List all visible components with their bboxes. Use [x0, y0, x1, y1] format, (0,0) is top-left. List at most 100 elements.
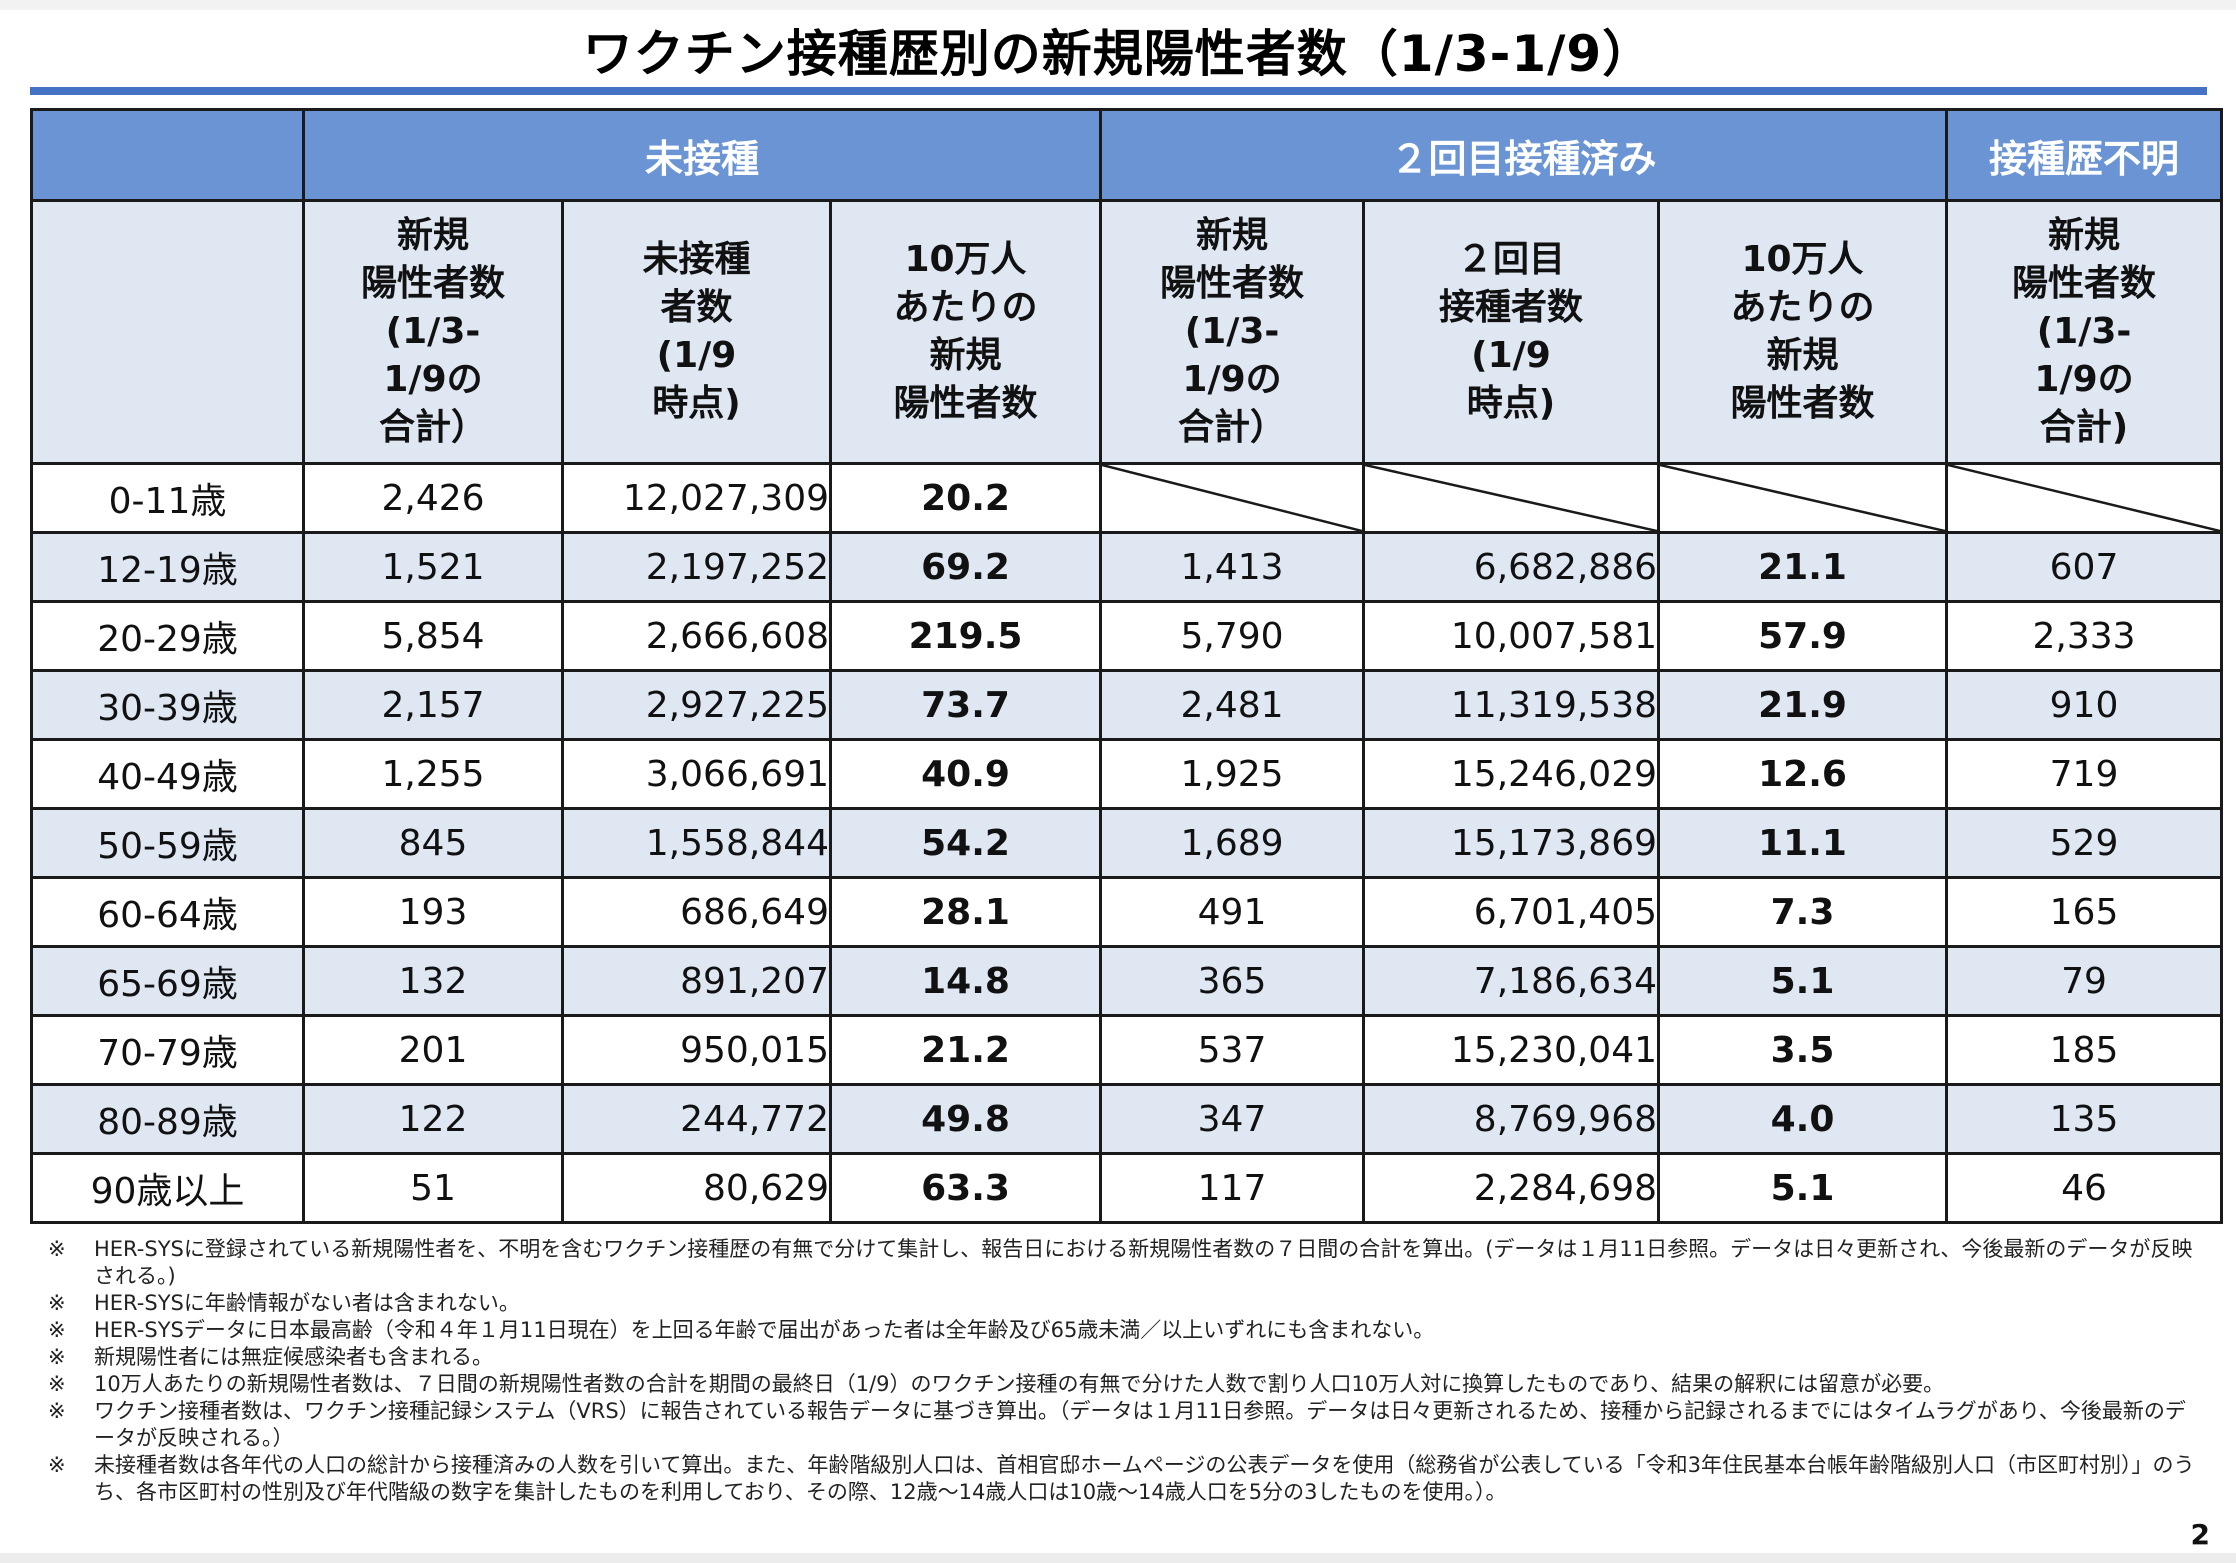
unvaccinated-population-cell: 950,015	[561, 1014, 832, 1086]
vaccinated-new-positives-cell: 117	[1099, 1152, 1366, 1224]
age-cell: 0-11歳	[30, 462, 305, 534]
note-mark: ※	[48, 1372, 66, 1396]
vaccinated-rate-cell: 12.6	[1657, 738, 1949, 810]
unknown-new-positives-cell: 607	[1945, 531, 2224, 603]
unvaccinated-rate-cell: 49.8	[828, 1083, 1103, 1155]
unvaccinated-rate-cell: 40.9	[828, 738, 1103, 810]
vaccinated-rate-cell: 21.1	[1657, 531, 1949, 603]
corner-header	[30, 108, 305, 202]
unvaccinated-population-cell: 2,197,252	[561, 531, 832, 603]
group-header-row: 未接種 ２回目接種済み 接種歴不明	[30, 108, 2224, 202]
unvaccinated-new-positives-cell: 132	[302, 945, 564, 1017]
title-underline	[30, 87, 2207, 95]
vaccinated-new-positives-cell: 1,925	[1099, 738, 1366, 810]
vaccinated-new-positives-header: 新規 陽性者数 (1/3- 1/9の 合計）	[1099, 199, 1366, 465]
unknown-new-positives-header: 新規 陽性者数 (1/3- 1/9の 合計)	[1945, 199, 2224, 465]
unvaccinated-rate-cell: 21.2	[828, 1014, 1103, 1086]
age-column-header	[30, 199, 305, 465]
age-cell: 12-19歳	[30, 531, 305, 603]
unvaccinated-new-positives-cell: 193	[302, 876, 564, 948]
vaccinated-rate-cell: 4.0	[1657, 1083, 1949, 1155]
vaccinated-new-positives-cell: 1,689	[1099, 807, 1366, 879]
unvaccinated-population-cell: 686,649	[561, 876, 832, 948]
vaccinated-population-cell: 6,701,405	[1362, 876, 1661, 948]
note-mark: ※	[48, 1291, 66, 1315]
vaccinated-new-positives-cell: 2,481	[1099, 669, 1366, 741]
table-row: 60-64歳 193 686,649 28.1 491 6,701,405 7.…	[30, 876, 2224, 948]
unknown-new-positives-cell: 165	[1945, 876, 2224, 948]
table-row: 20-29歳 5,854 2,666,608 219.5 5,790 10,00…	[30, 600, 2224, 672]
diagonal-slash-icon	[1948, 465, 2220, 531]
unvaccinated-new-positives-cell: 122	[302, 1083, 564, 1155]
unvaccinated-rate-cell: 69.2	[828, 531, 1103, 603]
unvaccinated-population-header: 未接種 者数 (1/9 時点)	[561, 199, 832, 465]
diagonal-slash-icon	[1660, 465, 1945, 531]
page-number: 2	[2190, 1518, 2210, 1551]
footnote-text: HER-SYSに年齢情報がない者は含まれない。	[94, 1291, 520, 1315]
unvaccinated-rate-cell: 73.7	[828, 669, 1103, 741]
vaccinated-new-positives-cell: 537	[1099, 1014, 1366, 1086]
age-cell: 65-69歳	[30, 945, 305, 1017]
age-cell: 50-59歳	[30, 807, 305, 879]
footnote: ※ 新規陽性者には無症候感染者も含まれる。	[48, 1344, 2198, 1371]
unvaccinated-population-cell: 80,629	[561, 1152, 832, 1224]
vaccinated-population-cell: 15,173,869	[1362, 807, 1661, 879]
footnote: ※ ワクチン接種者数は、ワクチン接種記録システム（VRS）に報告されている報告デー…	[48, 1398, 2198, 1452]
table-row: 40-49歳 1,255 3,066,691 40.9 1,925 15,246…	[30, 738, 2224, 810]
table-row: 90歳以上 51 80,629 63.3 117 2,284,698 5.1 4…	[30, 1152, 2224, 1224]
unknown-new-positives-cell: 529	[1945, 807, 2224, 879]
footnote-text: ワクチン接種者数は、ワクチン接種記録システム（VRS）に報告されている報告データ…	[94, 1399, 2186, 1450]
unvaccinated-rate-cell: 14.8	[828, 945, 1103, 1017]
footnote: ※ HER-SYSに登録されている新規陽性者を、不明を含むワクチン接種歴の有無で分…	[48, 1236, 2198, 1290]
not-applicable-cell	[1657, 462, 1949, 534]
unknown-new-positives-cell: 719	[1945, 738, 2224, 810]
vaccinated-rate-cell: 5.1	[1657, 1152, 1949, 1224]
not-applicable-cell	[1362, 462, 1661, 534]
note-mark: ※	[48, 1237, 66, 1261]
age-cell: 70-79歳	[30, 1014, 305, 1086]
table-row: 80-89歳 122 244,772 49.8 347 8,769,968 4.…	[30, 1083, 2224, 1155]
group-unknown: 接種歴不明	[1945, 108, 2224, 202]
unvaccinated-population-cell: 2,927,225	[561, 669, 832, 741]
vaccinated-rate-cell: 3.5	[1657, 1014, 1949, 1086]
age-cell: 20-29歳	[30, 600, 305, 672]
vaccinated-population-cell: 8,769,968	[1362, 1083, 1661, 1155]
vaccinated-rate-cell: 7.3	[1657, 876, 1949, 948]
table-row: 30-39歳 2,157 2,927,225 73.7 2,481 11,319…	[30, 669, 2224, 741]
vaccinated-population-cell: 11,319,538	[1362, 669, 1661, 741]
vaccinated-population-cell: 15,246,029	[1362, 738, 1661, 810]
table-row: 0-11歳 2,426 12,027,309 20.2	[30, 462, 2224, 534]
unvaccinated-new-positives-cell: 5,854	[302, 600, 564, 672]
vaccinated-rate-cell: 57.9	[1657, 600, 1949, 672]
unvaccinated-rate-cell: 219.5	[828, 600, 1103, 672]
age-cell: 30-39歳	[30, 669, 305, 741]
footnote-text: 新規陽性者には無症候感染者も含まれる。	[94, 1345, 493, 1369]
age-cell: 60-64歳	[30, 876, 305, 948]
vaccinated-new-positives-cell: 347	[1099, 1083, 1366, 1155]
group-unvaccinated: 未接種	[301, 108, 1103, 202]
vaccinated-new-positives-cell: 1,413	[1099, 531, 1366, 603]
note-mark: ※	[48, 1345, 66, 1369]
note-mark: ※	[48, 1318, 66, 1342]
footnote: ※ HER-SYSデータに日本最高齢（令和４年１月11日現在）を上回る年齢で届出が…	[48, 1317, 2198, 1344]
vaccinated-new-positives-cell: 365	[1099, 945, 1366, 1017]
unknown-new-positives-cell: 46	[1945, 1152, 2224, 1224]
footnote: ※ 10万人あたりの新規陽性者数は、７日間の新規陽性者数の合計を期間の最終日（1/…	[48, 1371, 2198, 1398]
unvaccinated-population-cell: 891,207	[561, 945, 832, 1017]
unknown-new-positives-cell: 135	[1945, 1083, 2224, 1155]
vaccinated-population-cell: 10,007,581	[1362, 600, 1661, 672]
unvaccinated-new-positives-cell: 1,521	[302, 531, 564, 603]
vaccinated-rate-cell: 11.1	[1657, 807, 1949, 879]
footnote-text: 10万人あたりの新規陽性者数は、７日間の新規陽性者数の合計を期間の最終日（1/9…	[94, 1372, 1945, 1396]
unvaccinated-population-cell: 244,772	[561, 1083, 832, 1155]
vaccinated-new-positives-cell: 491	[1099, 876, 1366, 948]
unvaccinated-rate-cell: 28.1	[828, 876, 1103, 948]
note-mark: ※	[48, 1453, 66, 1477]
unvaccinated-new-positives-header: 新規 陽性者数 (1/3- 1/9の 合計）	[302, 199, 564, 465]
unvaccinated-new-positives-cell: 1,255	[302, 738, 564, 810]
diagonal-slash-icon	[1365, 465, 1657, 531]
vaccinated-rate-cell: 5.1	[1657, 945, 1949, 1017]
footnote-text: 未接種者数は各年代の人口の総計から接種済みの人数を引いて算出。また、年齢階級別人…	[94, 1453, 2195, 1504]
vaccinated-population-cell: 15,230,041	[1362, 1014, 1661, 1086]
unvaccinated-new-positives-cell: 201	[302, 1014, 564, 1086]
